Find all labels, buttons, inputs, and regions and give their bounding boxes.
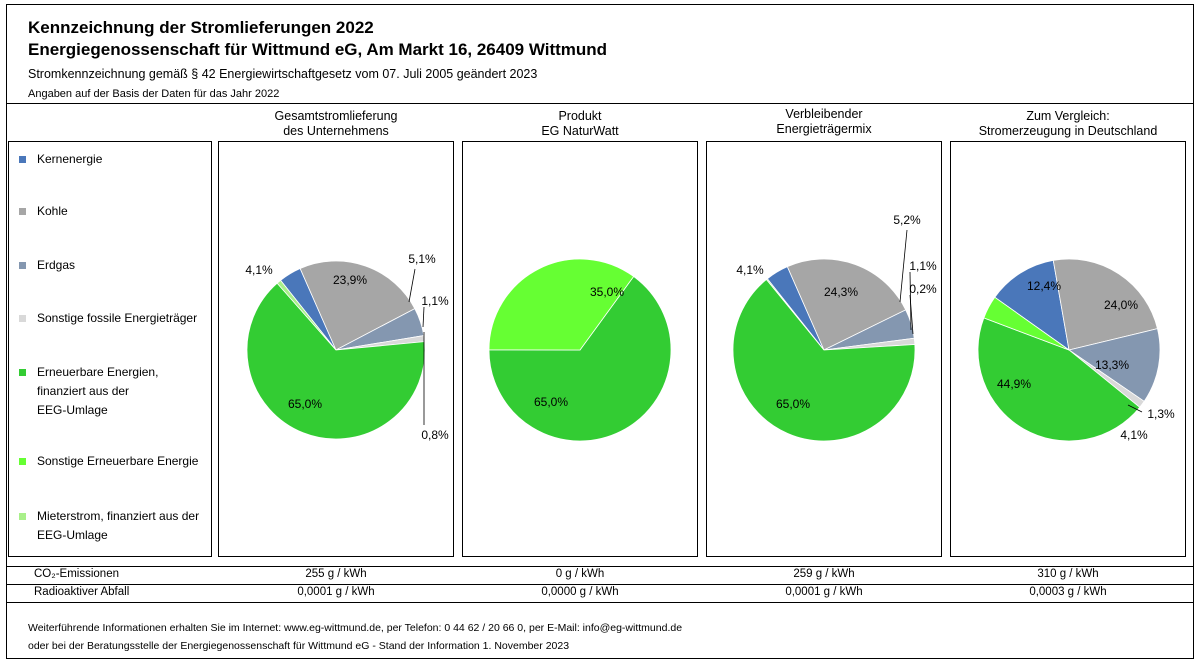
pie-slice-1 bbox=[786, 258, 907, 351]
pie-data-label-4: 65,0% bbox=[288, 397, 322, 411]
divider-co2 bbox=[6, 566, 1194, 567]
legend-label: EEG-Umlage bbox=[37, 528, 108, 542]
legend-label: Kohle bbox=[37, 204, 68, 218]
divider-top bbox=[6, 103, 1194, 104]
footer-line-1: Weiterführende Informationen erhalten Si… bbox=[28, 622, 683, 634]
legend-label: Mieterstrom, finanziert aus der bbox=[37, 509, 200, 523]
legend-label: finanziert aus der bbox=[37, 384, 130, 398]
legend-label: Kernenergie bbox=[37, 152, 103, 166]
legend-label: EEG-Umlage bbox=[37, 403, 108, 417]
pie-data-label-1: 24,0% bbox=[1104, 298, 1138, 312]
leader-line-2 bbox=[899, 229, 908, 303]
co2-value: 259 g / kWh bbox=[793, 568, 855, 580]
pie-chart-verbleibend: 4,1% 24,3% 5,2% 1,1% 65,0% 0,2% bbox=[732, 213, 937, 442]
divider-waste bbox=[6, 584, 1194, 585]
pie-data-label-3: 1,3% bbox=[1147, 407, 1175, 421]
pie-slice-2 bbox=[1068, 328, 1161, 402]
pie-slice-6 bbox=[276, 279, 337, 351]
legend-label: Erneuerbare Energien, bbox=[37, 365, 159, 379]
chart-title-line: Produkt bbox=[558, 109, 602, 123]
chart-box-produkt: 65,0% 35,0% bbox=[462, 141, 698, 557]
waste-row: Radioaktiver Abfall 0,0001 g / kWh 0,000… bbox=[6, 584, 1194, 602]
waste-value: 0,0003 g / kWh bbox=[1029, 586, 1107, 598]
pie-data-label-1: 24,3% bbox=[824, 285, 858, 299]
pie-chart-gesamt: 4,1% 23,9% 5,1% 1,1% 65,0% 0,8% bbox=[245, 252, 449, 442]
company-title: Energiegenossenschaft für Wittmund eG, A… bbox=[28, 40, 608, 59]
pie-slice-1 bbox=[488, 258, 635, 351]
waste-value: 0,0001 g / kWh bbox=[785, 586, 863, 598]
pie-data-label-3: 1,1% bbox=[909, 259, 937, 273]
legend-label: Sonstige Erneuerbare Energie bbox=[37, 454, 199, 468]
pie-chart-deutschland: 12,4% 24,0% 13,3% 1,3% 44,9% 4,1% bbox=[977, 258, 1175, 442]
legend: Kernenergie Kohle Erdgas Sonstige fossil… bbox=[8, 141, 212, 557]
chart-title-line: Verbleibender bbox=[785, 107, 863, 121]
pie-slice-4 bbox=[732, 278, 916, 442]
waste-value: 0,0000 g / kWh bbox=[541, 586, 619, 598]
legend-swatch bbox=[19, 156, 26, 163]
pie-data-label-1: 35,0% bbox=[590, 285, 624, 299]
subtitle: Stromkennzeichnung gemäß § 42 Energiewir… bbox=[28, 67, 538, 81]
pie-slice-5 bbox=[983, 296, 1070, 351]
pie-slice-0 bbox=[994, 259, 1070, 351]
leader-line-3 bbox=[1127, 404, 1143, 413]
co2-value: 310 g / kWh bbox=[1037, 568, 1099, 580]
legend-swatch bbox=[19, 458, 26, 465]
leader-line-3 bbox=[422, 306, 425, 328]
chart-title-line: Zum Vergleich: bbox=[1026, 109, 1110, 123]
legend-swatch bbox=[19, 315, 26, 322]
waste-label: Radioaktiver Abfall bbox=[34, 586, 130, 598]
pie-data-label-3: 1,1% bbox=[421, 294, 449, 308]
pie-data-label-5: 0,2% bbox=[909, 282, 937, 296]
chart-box-deutschland: 12,4% 24,0% 13,3% 1,3% 44,9% 4,1% bbox=[950, 141, 1186, 557]
legend-swatch bbox=[19, 369, 26, 376]
pie-data-label-2: 5,1% bbox=[408, 252, 436, 266]
legend-swatch bbox=[19, 262, 26, 269]
pie-data-label-2: 13,3% bbox=[1095, 358, 1129, 372]
chart-title-gesamt: Gesamtstromlieferung des Unternehmens bbox=[218, 109, 454, 139]
pie-slice-1 bbox=[1052, 258, 1158, 351]
waste-value: 0,0001 g / kWh bbox=[297, 586, 375, 598]
pie-data-label-4: 65,0% bbox=[776, 397, 810, 411]
legend-label: Erdgas bbox=[37, 258, 76, 272]
co2-row: CO₂-Emissionen 255 g / kWh 0 g / kWh 259… bbox=[6, 566, 1194, 584]
pie-data-label-6: 0,8% bbox=[421, 428, 449, 442]
co2-value: 0 g / kWh bbox=[555, 568, 605, 580]
pie-slice-1 bbox=[299, 260, 416, 351]
pie-data-label-4: 44,9% bbox=[997, 377, 1031, 391]
legend-swatch bbox=[19, 513, 26, 520]
basis-note: Angaben auf der Basis der Daten für das … bbox=[28, 88, 280, 100]
pie-data-label-1: 23,9% bbox=[333, 273, 367, 287]
chart-box-verbleibend: 4,1% 24,3% 5,2% 1,1% 65,0% 0,2% bbox=[706, 141, 942, 557]
chart-title-line: Gesamtstromlieferung bbox=[274, 109, 398, 123]
pie-data-label-0: 4,1% bbox=[245, 263, 273, 277]
chart-title-verbleibend: Verbleibender Energieträgermix bbox=[706, 107, 942, 137]
chart-title-line: Energieträgermix bbox=[776, 122, 872, 136]
pie-slice-5 bbox=[765, 278, 825, 351]
chart-box-gesamt: 4,1% 23,9% 5,1% 1,1% 65,0% 0,8% bbox=[218, 141, 454, 557]
pie-data-label-0: 65,0% bbox=[534, 395, 568, 409]
pie-data-label-2: 5,2% bbox=[893, 213, 921, 227]
pie-data-label-0: 12,4% bbox=[1027, 279, 1061, 293]
pie-slice-4 bbox=[977, 317, 1141, 442]
co2-value: 255 g / kWh bbox=[305, 568, 367, 580]
chart-title-line: des Unternehmens bbox=[283, 124, 389, 138]
page-title: Kennzeichnung der Stromlieferungen 2022 bbox=[28, 18, 374, 37]
report-frame bbox=[6, 4, 1194, 659]
pie-data-label-0: 4,1% bbox=[736, 263, 764, 277]
pie-slice-0 bbox=[488, 275, 672, 442]
legend-label: Sonstige fossile Energieträger bbox=[37, 311, 198, 325]
pie-slice-4 bbox=[246, 282, 426, 440]
chart-title-deutschland: Zum Vergleich: Stromerzeugung in Deutsch… bbox=[950, 109, 1186, 139]
co2-label: CO₂-Emissionen bbox=[34, 568, 119, 580]
leader-line-2 bbox=[408, 268, 416, 303]
divider-bottom bbox=[6, 602, 1194, 603]
leader-line-5 bbox=[909, 294, 914, 335]
chart-title-line: Stromerzeugung in Deutschland bbox=[978, 124, 1158, 138]
chart-title-produkt: Produkt EG NaturWatt bbox=[462, 109, 698, 139]
legend-swatch bbox=[19, 208, 26, 215]
footer-line-2: oder bei der Beratungsstelle der Energie… bbox=[28, 640, 570, 652]
pie-chart-produkt: 65,0% 35,0% bbox=[488, 258, 672, 442]
chart-title-line: EG NaturWatt bbox=[541, 124, 619, 138]
pie-data-label-5: 4,1% bbox=[1120, 428, 1148, 442]
